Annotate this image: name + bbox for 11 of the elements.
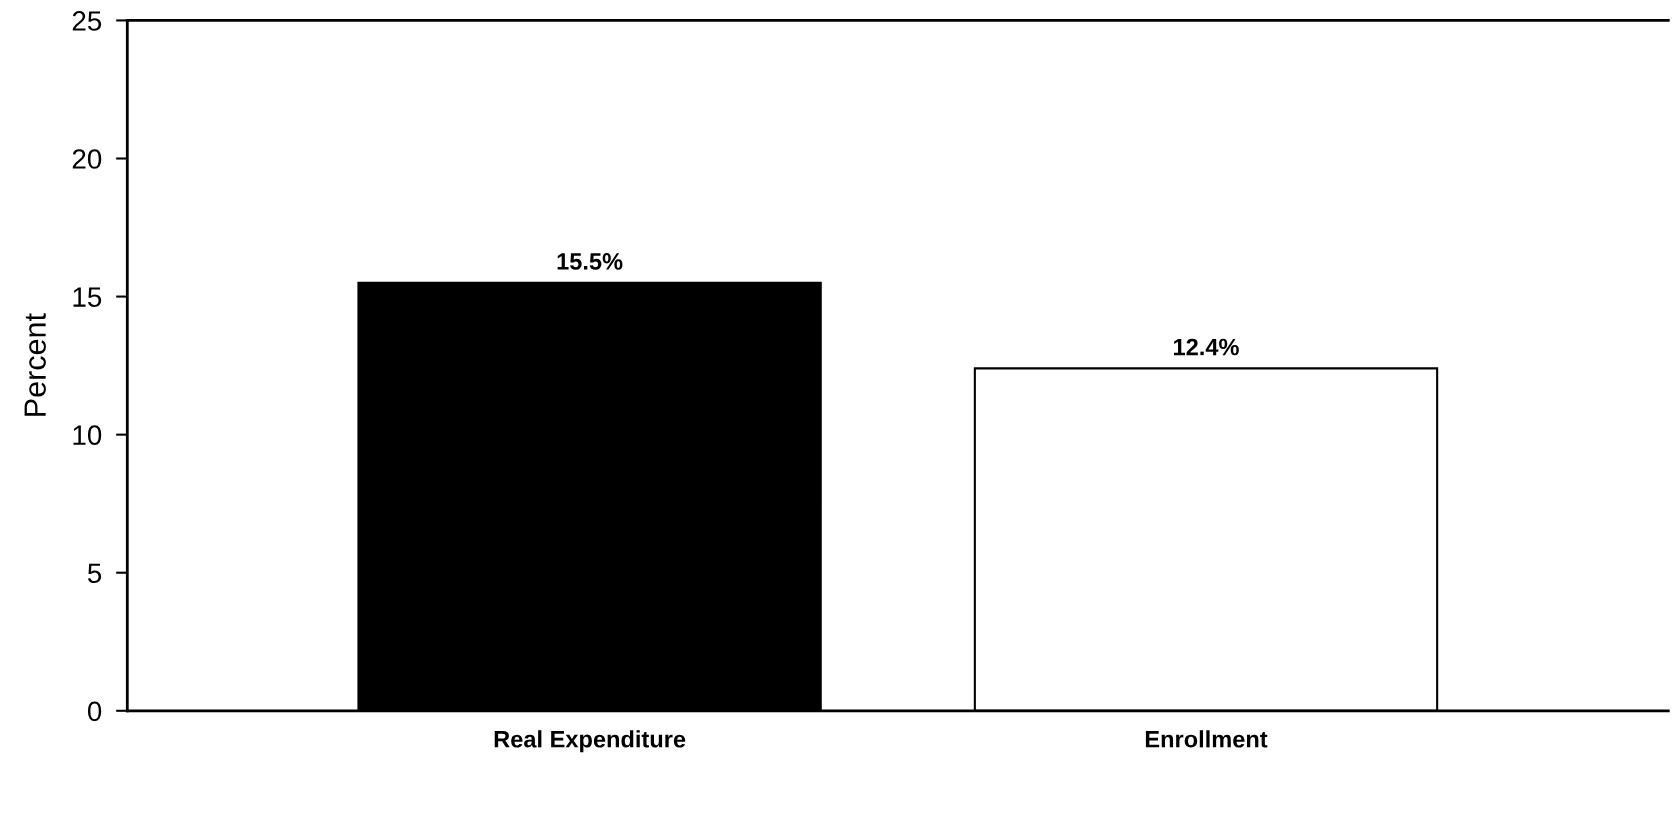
y-tick-label: 20 bbox=[72, 149, 102, 169]
y-tick-label: 10 bbox=[73, 425, 102, 445]
y-tick-label: 5 bbox=[87, 563, 102, 584]
y-tick-label: 25 bbox=[72, 11, 102, 31]
data-label: 12.4% bbox=[1174, 338, 1239, 356]
y-tick-label: 0 bbox=[87, 701, 102, 722]
x-tick-label: Enrollment bbox=[1145, 730, 1268, 748]
y-tick-label: 15 bbox=[73, 287, 102, 307]
data-label: 15.5% bbox=[557, 253, 623, 270]
x-tick-label: Real Expenditure bbox=[494, 730, 686, 753]
y-axis-title: Percent bbox=[24, 313, 46, 416]
